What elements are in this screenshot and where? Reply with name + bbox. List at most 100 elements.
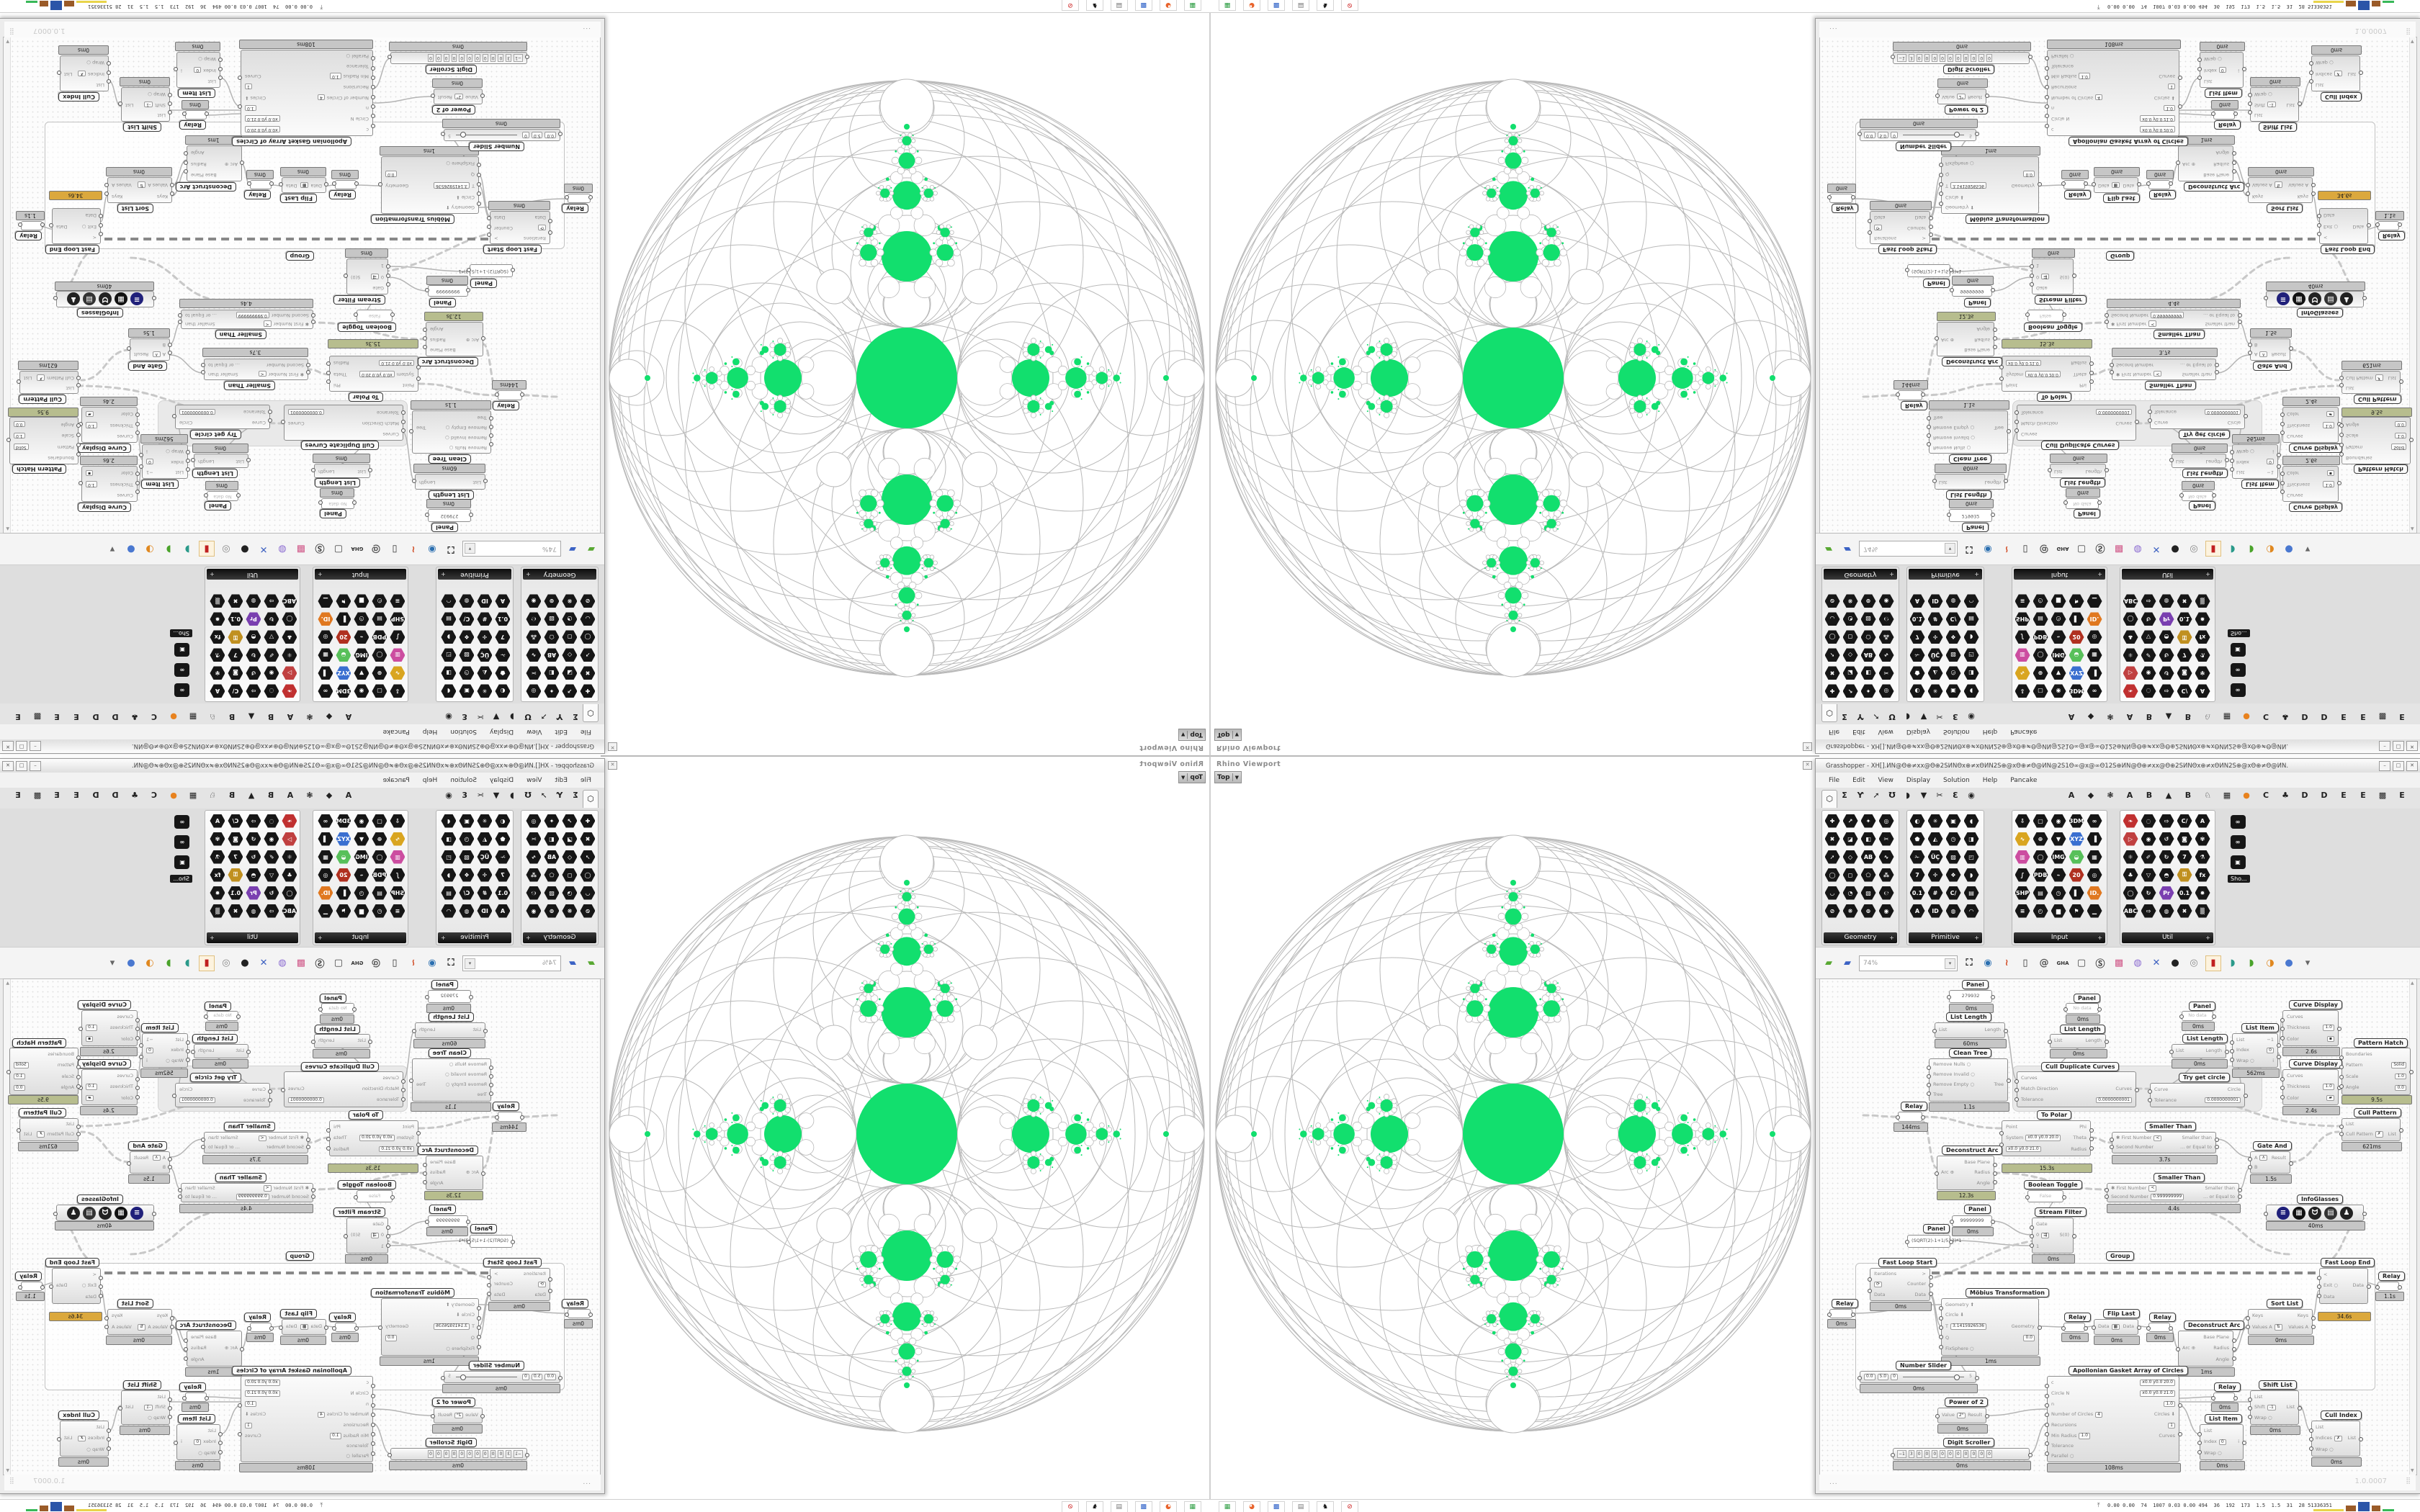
plugin-tab[interactable]: A [287, 791, 294, 800]
value-box[interactable]: 0.0 [385, 171, 397, 177]
node-relay[interactable] [1829, 194, 1852, 203]
node-deconstruct-arc-label[interactable]: Deconstruct Arc [417, 1146, 478, 1155]
chevron-down-icon[interactable]: ▾ [465, 543, 475, 554]
sphere-bw-icon[interactable]: ● [241, 544, 249, 554]
email-icon[interactable]: @ [371, 544, 381, 554]
node-list-length-label[interactable]: List Length [429, 1012, 474, 1022]
plugin-tab[interactable]: ♘ [209, 712, 216, 721]
category-tab[interactable]: Σ [573, 791, 578, 800]
output-port[interactable] [2135, 420, 2139, 424]
expand-icon[interactable]: + [318, 571, 323, 577]
input-port[interactable] [2248, 350, 2252, 355]
node-try-get-circle[interactable]: Curve Circle Tolerance 0.0000000001 [2150, 405, 2245, 429]
component-icon[interactable]: ✖ [2176, 902, 2193, 919]
category-tab[interactable]: ✂ [477, 712, 484, 721]
component-icon[interactable]: ◯ [371, 647, 388, 664]
component-icon[interactable]: ⚛ [2122, 848, 2139, 865]
input-port[interactable] [1999, 364, 2004, 369]
component-icon[interactable]: ▨ [458, 647, 475, 664]
component-icon[interactable]: ABC [281, 902, 298, 919]
input-port[interactable] [135, 1086, 140, 1090]
component-icon[interactable]: ID. [2086, 611, 2103, 628]
input-port[interactable] [186, 459, 190, 463]
value-box[interactable]: ⇶ [370, 273, 379, 280]
component-icon[interactable]: ◉ [263, 665, 280, 682]
component-icon[interactable]: ▷ [281, 830, 298, 847]
digit-cell[interactable]: −1 [514, 54, 523, 62]
input-port[interactable] [386, 1234, 390, 1238]
component-icon[interactable]: ◡ [1824, 611, 1841, 628]
output-port[interactable] [1991, 995, 1995, 999]
slider-value[interactable]: 5.0 [531, 132, 543, 138]
component-icon[interactable]: ▽ [263, 866, 280, 883]
node-curve-display-label[interactable]: Curve Display [2289, 503, 2342, 512]
component-icon[interactable]: ⚗ [2194, 647, 2211, 664]
component-icon[interactable]: ∿ [1878, 647, 1895, 664]
component-icon[interactable]: ◉ [2140, 830, 2157, 847]
component-icon[interactable]: ⁂ [1878, 866, 1895, 883]
node-clean-tree-label[interactable]: Clean Tree [1949, 454, 1992, 464]
menu-file[interactable]: File [580, 728, 591, 736]
node-flip-last[interactable]: Data ▦ Data [282, 1319, 326, 1335]
cylinder-red-icon[interactable]: ▮ [199, 541, 215, 557]
rings-icon[interactable]: ◎ [222, 544, 230, 554]
component-icon[interactable]: 0.1 [494, 884, 511, 901]
node-list-length-label[interactable]: List Length [192, 1034, 238, 1043]
value-box[interactable]: 1 [2168, 83, 2175, 90]
component-icon[interactable]: ↻ [245, 647, 262, 664]
node-smaller-than-label[interactable]: Smaller Than [223, 381, 275, 390]
node-shift-list-label[interactable]: Shift List [123, 1380, 161, 1390]
output-port[interactable] [182, 1395, 187, 1400]
category-tab[interactable]: ▼ [493, 712, 500, 721]
pin-teal-icon[interactable]: ◗ [2230, 958, 2236, 968]
node-infoglasses-label[interactable]: InfoGlasses [76, 308, 123, 318]
output-port[interactable] [326, 371, 331, 375]
plugin-tab[interactable]: D [2321, 791, 2328, 800]
node-panel[interactable]: 99999999 [1952, 285, 1992, 297]
input-port[interactable] [168, 1398, 172, 1402]
value-box[interactable]: 1.0 [245, 104, 256, 112]
component-icon[interactable]: ▼ [2050, 830, 2067, 847]
node-pattern-hatch[interactable]: Boundaries Pattern Solid Scale 1.0 Angle 0.0 [2341, 417, 2411, 464]
rhino-viewport[interactable]: Rhino Viewport Top ▼ ✕ [601, 756, 1210, 1500]
component-icon[interactable]: ∿ [525, 647, 542, 664]
value-box[interactable]: 1.0 [330, 1433, 341, 1440]
component-icon[interactable]: ▽ [2140, 866, 2157, 883]
component-icon[interactable]: ◭ [1927, 830, 1944, 847]
output-port[interactable] [487, 1283, 491, 1287]
node-relay-label[interactable]: Relay [2214, 120, 2241, 130]
node-infoglasses-label[interactable]: InfoGlasses [2297, 308, 2344, 318]
component-icon[interactable]: ◉ [263, 830, 280, 847]
node-relay-label[interactable]: Relay [179, 120, 206, 130]
menu-pancake[interactable]: Pancake [2010, 728, 2038, 736]
menu-solution[interactable]: Solution [450, 776, 477, 784]
node-clean-tree-label[interactable]: Clean Tree [428, 454, 471, 464]
node-number-slider[interactable]: 0.0 5.0 0 5 [1860, 129, 1976, 141]
plugin-tab[interactable]: E [15, 791, 21, 800]
value-box[interactable]: x0.0 y0.0 z1.0 [2140, 115, 2175, 122]
info-glasses-icon[interactable]: ▤ [83, 1206, 96, 1220]
component-icon[interactable]: ⊘ [1824, 593, 1841, 610]
component-icon[interactable]: ✹ [2194, 611, 2211, 628]
component-icon[interactable]: ➚ [579, 848, 596, 865]
package-icon[interactable]: ▩ [2114, 544, 2124, 554]
plugin-tab[interactable]: D [112, 791, 119, 800]
component-icon[interactable]: ⇨ [2140, 593, 2157, 610]
component-icon[interactable]: ◧ [543, 830, 560, 847]
value-box[interactable]: x0.0 y0.0 z0.0 [359, 1134, 395, 1141]
input-port[interactable] [1896, 1115, 1900, 1120]
overflow-panel-icon[interactable]: ▣ [174, 642, 191, 659]
component-icon[interactable]: ◖ [1963, 683, 1980, 700]
palette-label[interactable]: Primitive + [1909, 569, 1982, 580]
node-boolean-toggle-label[interactable]: Boolean Toggle [338, 323, 396, 332]
galapagos-icon[interactable]: ✕ [259, 544, 268, 554]
node-relay-label[interactable]: Relay [15, 1272, 42, 1281]
output-port[interactable] [2038, 182, 2042, 186]
input-port[interactable] [2048, 468, 2052, 472]
node-panel[interactable]: No data [207, 1011, 238, 1021]
digit-cell[interactable]: 0 [490, 1450, 496, 1458]
scroll-up-icon[interactable]: ▲ [2411, 981, 2414, 986]
component-icon[interactable]: ▆ [353, 593, 370, 610]
node-flip-last[interactable]: Data ▦ Data [2094, 177, 2138, 193]
component-icon[interactable]: ◷ [1945, 830, 1962, 847]
